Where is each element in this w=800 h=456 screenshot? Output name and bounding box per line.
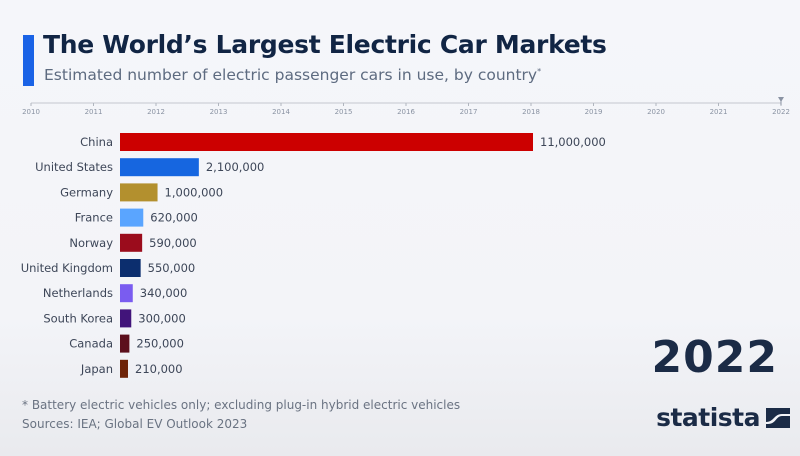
value-label: 2,100,000 [206,160,265,174]
bar-south-korea [120,309,132,328]
bar-germany [120,183,158,202]
bar-japan [120,359,128,378]
subtitle-footnote-marker: * [537,66,542,76]
bar-canada [120,334,130,353]
chart-subtitle: Estimated number of electric passenger c… [44,66,541,84]
category-label: Canada [69,337,113,351]
value-label: 620,000 [150,211,198,225]
statista-logo: statista [656,403,790,432]
timeline-year-label[interactable]: 2015 [335,108,353,116]
value-label: 300,000 [138,311,186,325]
year-timeline[interactable]: 2010 2011 2012 2013 2014 2015 2016 2017 2018 2019… [0,95,800,120]
category-label: United States [35,160,113,174]
category-label: United Kingdom [21,261,113,275]
timeline-year-label[interactable]: 2013 [210,108,228,116]
value-label: 340,000 [140,286,188,300]
value-label: 590,000 [149,236,197,250]
source-note: Sources: IEA; Global EV Outlook 2023 [22,417,248,431]
category-label: Norway [69,236,113,250]
category-label: France [75,211,113,225]
category-label: Netherlands [43,286,113,300]
bar-norway [120,233,143,252]
timeline-year-label[interactable]: 2016 [397,108,415,116]
timeline-year-label[interactable]: 2018 [522,108,540,116]
category-label: China [80,135,113,149]
bar-france [120,208,144,227]
timeline-year-label[interactable]: 2011 [85,108,103,116]
value-label: 550,000 [148,261,196,275]
chart-title: The World’s Largest Electric Car Markets [43,30,607,59]
subtitle-text: Estimated number of electric passenger c… [44,66,538,84]
timeline-year-label[interactable]: 2017 [460,108,478,116]
current-year-display: 2022 [651,332,778,383]
statista-logo-icon [766,407,790,428]
bar-chart: China 11,000,000 United States 2,100,000 Ger… [21,133,606,378]
value-label: 250,000 [136,337,184,351]
timeline-year-label[interactable]: 2012 [147,108,165,116]
bar-united-kingdom [120,259,141,277]
bar-netherlands [120,284,133,303]
value-label: 210,000 [135,362,183,376]
title-accent-bar [23,35,34,86]
category-label: South Korea [43,311,113,325]
timeline-year-label[interactable]: 2021 [710,108,728,116]
category-label: Japan [80,362,113,376]
bar-united-states [120,158,199,177]
footnote: * Battery electric vehicles only; exclud… [22,398,461,412]
value-label: 11,000,000 [540,135,606,149]
timeline-year-label[interactable]: 2010 [22,108,40,116]
logo-text: statista [656,403,760,432]
timeline-year-label[interactable]: 2019 [585,108,603,116]
bar-china [120,133,533,151]
timeline-marker-icon[interactable] [778,97,784,102]
category-label: Germany [60,185,113,199]
timeline-year-label[interactable]: 2014 [272,108,290,116]
value-label: 1,000,000 [165,185,224,199]
timeline-year-label[interactable]: 2020 [647,108,665,116]
timeline-year-label[interactable]: 2022 [772,108,790,116]
